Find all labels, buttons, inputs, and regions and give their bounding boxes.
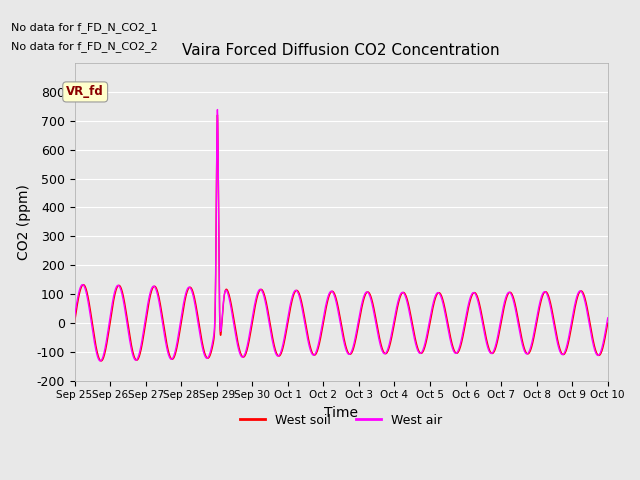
Y-axis label: CO2 (ppm): CO2 (ppm) (17, 184, 31, 260)
X-axis label: Time: Time (324, 406, 358, 420)
Title: Vaira Forced Diffusion CO2 Concentration: Vaira Forced Diffusion CO2 Concentration (182, 43, 500, 58)
Legend: West soil, West air: West soil, West air (235, 408, 447, 432)
Text: VR_fd: VR_fd (67, 85, 104, 98)
Text: No data for f_FD_N_CO2_2: No data for f_FD_N_CO2_2 (10, 41, 157, 52)
Text: No data for f_FD_N_CO2_1: No data for f_FD_N_CO2_1 (10, 22, 157, 33)
